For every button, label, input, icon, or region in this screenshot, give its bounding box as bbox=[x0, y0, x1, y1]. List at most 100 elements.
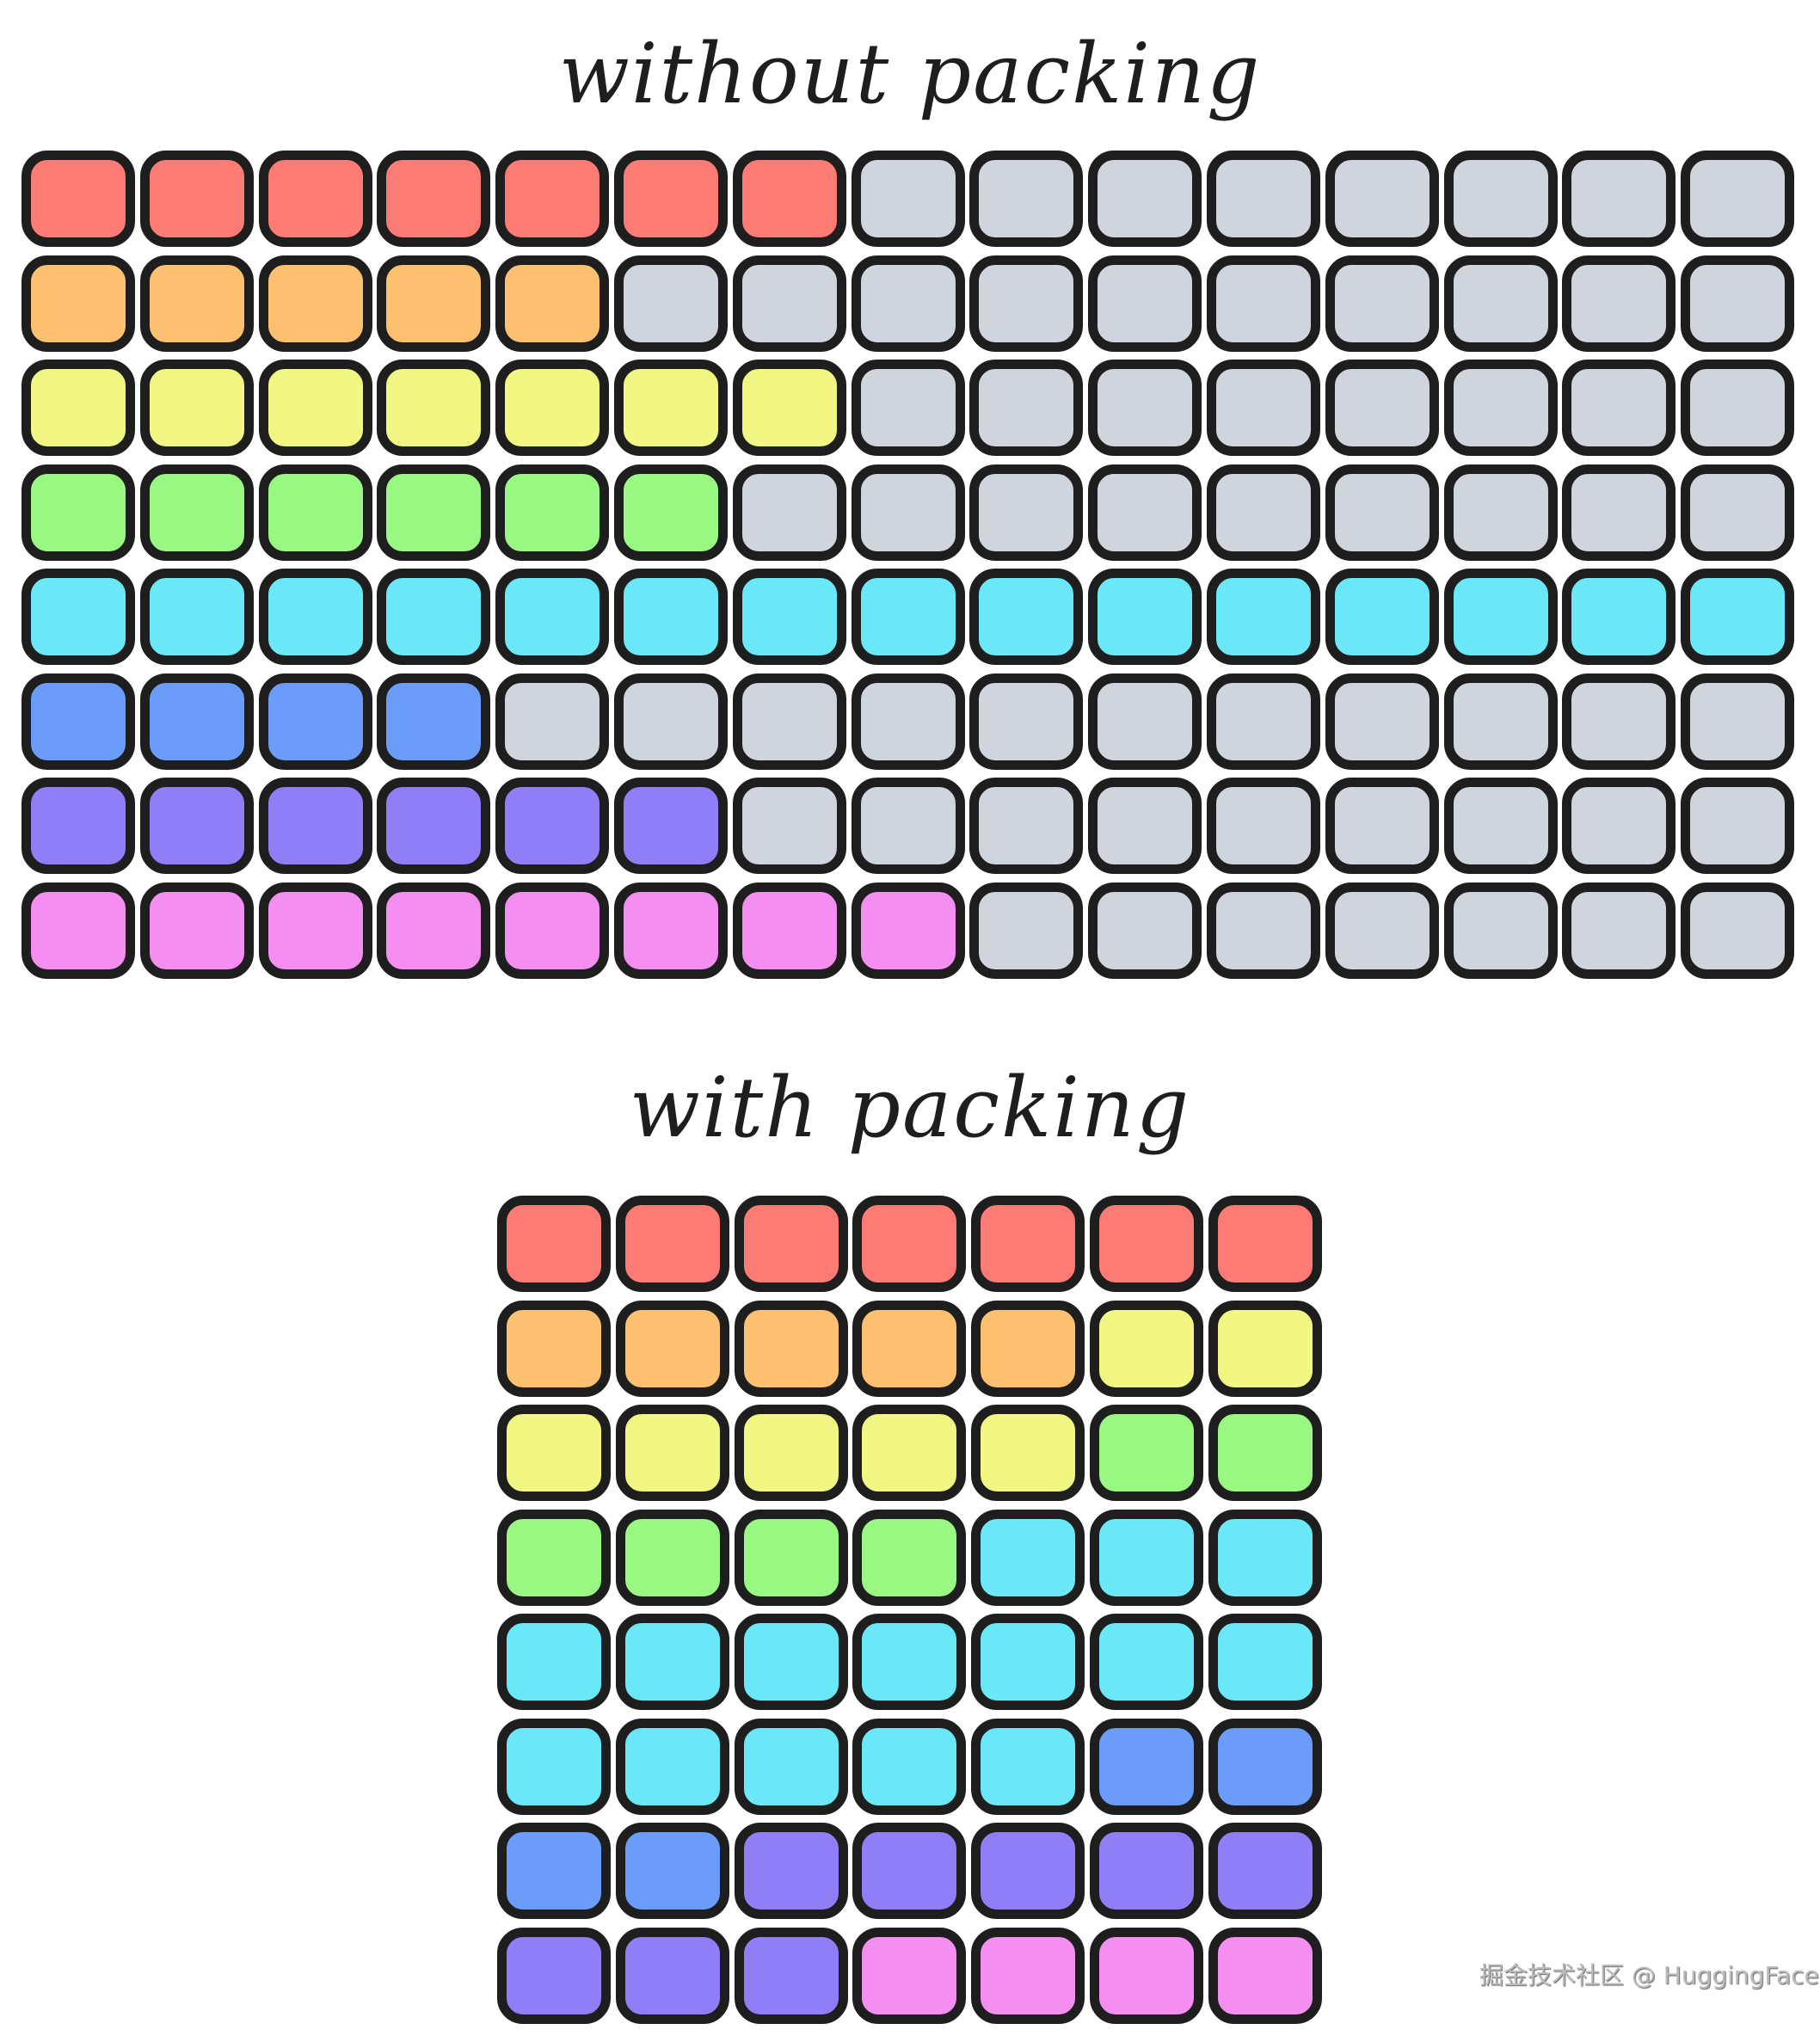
padding-token bbox=[1325, 255, 1439, 352]
token-yellow bbox=[614, 360, 728, 456]
token-yellow bbox=[497, 1405, 611, 1501]
padding-token bbox=[969, 360, 1084, 456]
token-red bbox=[139, 151, 254, 247]
token-purple bbox=[852, 1823, 967, 1919]
token-purple bbox=[615, 1927, 729, 2024]
token-pink bbox=[258, 882, 372, 979]
padding-token bbox=[1088, 255, 1202, 352]
padding-token bbox=[969, 255, 1084, 352]
padding-token bbox=[1207, 360, 1320, 456]
token-purple bbox=[22, 778, 135, 874]
token-cyan bbox=[1562, 569, 1676, 665]
padding-token bbox=[1443, 882, 1558, 979]
token-pink bbox=[732, 882, 846, 979]
token-green bbox=[614, 464, 728, 561]
padding-token bbox=[851, 151, 965, 247]
token-red bbox=[22, 151, 135, 247]
token-cyan bbox=[1325, 569, 1439, 665]
token-yellow bbox=[258, 360, 372, 456]
token-green bbox=[377, 464, 491, 561]
token-yellow bbox=[495, 360, 610, 456]
token-green bbox=[495, 464, 610, 561]
token-blue bbox=[1090, 1718, 1203, 1815]
padding-token bbox=[1207, 882, 1320, 979]
token-cyan bbox=[1088, 569, 1202, 665]
token-purple bbox=[377, 778, 491, 874]
token-red bbox=[734, 1196, 848, 1292]
padding-token bbox=[1562, 464, 1676, 561]
padding-token bbox=[1207, 778, 1320, 874]
token-blue bbox=[497, 1823, 611, 1919]
padding-token bbox=[1325, 673, 1439, 770]
token-blue bbox=[377, 673, 491, 770]
token-cyan bbox=[732, 569, 846, 665]
padding-token bbox=[732, 255, 846, 352]
token-cyan bbox=[1443, 569, 1558, 665]
padding-token bbox=[1681, 882, 1795, 979]
token-yellow bbox=[852, 1405, 967, 1501]
padding-token bbox=[732, 778, 846, 874]
token-red bbox=[614, 151, 728, 247]
token-purple bbox=[258, 778, 372, 874]
token-red bbox=[615, 1196, 729, 1292]
token-red bbox=[377, 151, 491, 247]
padding-token bbox=[1088, 778, 1202, 874]
padding-token bbox=[1088, 151, 1202, 247]
padding-token bbox=[1681, 673, 1795, 770]
padding-token bbox=[495, 673, 610, 770]
token-purple bbox=[497, 1927, 611, 2024]
token-pink bbox=[139, 882, 254, 979]
token-green bbox=[139, 464, 254, 561]
token-purple bbox=[1090, 1823, 1203, 1919]
padding-token bbox=[1443, 464, 1558, 561]
token-cyan bbox=[734, 1614, 848, 1710]
padding-token bbox=[1681, 255, 1795, 352]
padding-token bbox=[1443, 360, 1558, 456]
token-yellow bbox=[22, 360, 135, 456]
token-cyan bbox=[971, 1718, 1085, 1815]
token-cyan bbox=[615, 1614, 729, 1710]
padding-token bbox=[1207, 151, 1320, 247]
padding-token bbox=[969, 464, 1084, 561]
token-yellow bbox=[1090, 1300, 1203, 1397]
token-green bbox=[615, 1509, 729, 1606]
token-cyan bbox=[971, 1509, 1085, 1606]
token-cyan bbox=[497, 1614, 611, 1710]
token-cyan bbox=[1681, 569, 1795, 665]
token-purple bbox=[734, 1823, 848, 1919]
token-pink bbox=[971, 1927, 1085, 2024]
padding-token bbox=[1562, 151, 1676, 247]
token-orange bbox=[497, 1300, 611, 1397]
token-cyan bbox=[1208, 1509, 1322, 1606]
token-orange bbox=[734, 1300, 848, 1397]
padding-token bbox=[851, 255, 965, 352]
token-orange bbox=[852, 1300, 967, 1397]
token-cyan bbox=[1208, 1614, 1322, 1710]
padding-token bbox=[1562, 882, 1676, 979]
padding-token bbox=[1681, 360, 1795, 456]
token-yellow bbox=[971, 1405, 1085, 1501]
token-blue bbox=[615, 1823, 729, 1919]
padding-token bbox=[1681, 151, 1795, 247]
token-red bbox=[1208, 1196, 1322, 1292]
padding-token bbox=[1681, 778, 1795, 874]
token-cyan bbox=[139, 569, 254, 665]
token-cyan bbox=[852, 1718, 967, 1815]
padding-token bbox=[1681, 464, 1795, 561]
token-orange bbox=[971, 1300, 1085, 1397]
padding-token bbox=[1325, 882, 1439, 979]
token-red bbox=[852, 1196, 967, 1292]
padding-token bbox=[1207, 464, 1320, 561]
token-cyan bbox=[497, 1718, 611, 1815]
padding-token bbox=[1088, 464, 1202, 561]
token-cyan bbox=[1090, 1614, 1203, 1710]
padding-token bbox=[1443, 673, 1558, 770]
padding-token bbox=[1562, 673, 1676, 770]
token-red bbox=[971, 1196, 1085, 1292]
padding-token bbox=[614, 255, 728, 352]
token-pink bbox=[614, 882, 728, 979]
padding-token bbox=[1088, 882, 1202, 979]
token-purple bbox=[614, 778, 728, 874]
token-yellow bbox=[732, 360, 846, 456]
padding-token bbox=[1207, 673, 1320, 770]
